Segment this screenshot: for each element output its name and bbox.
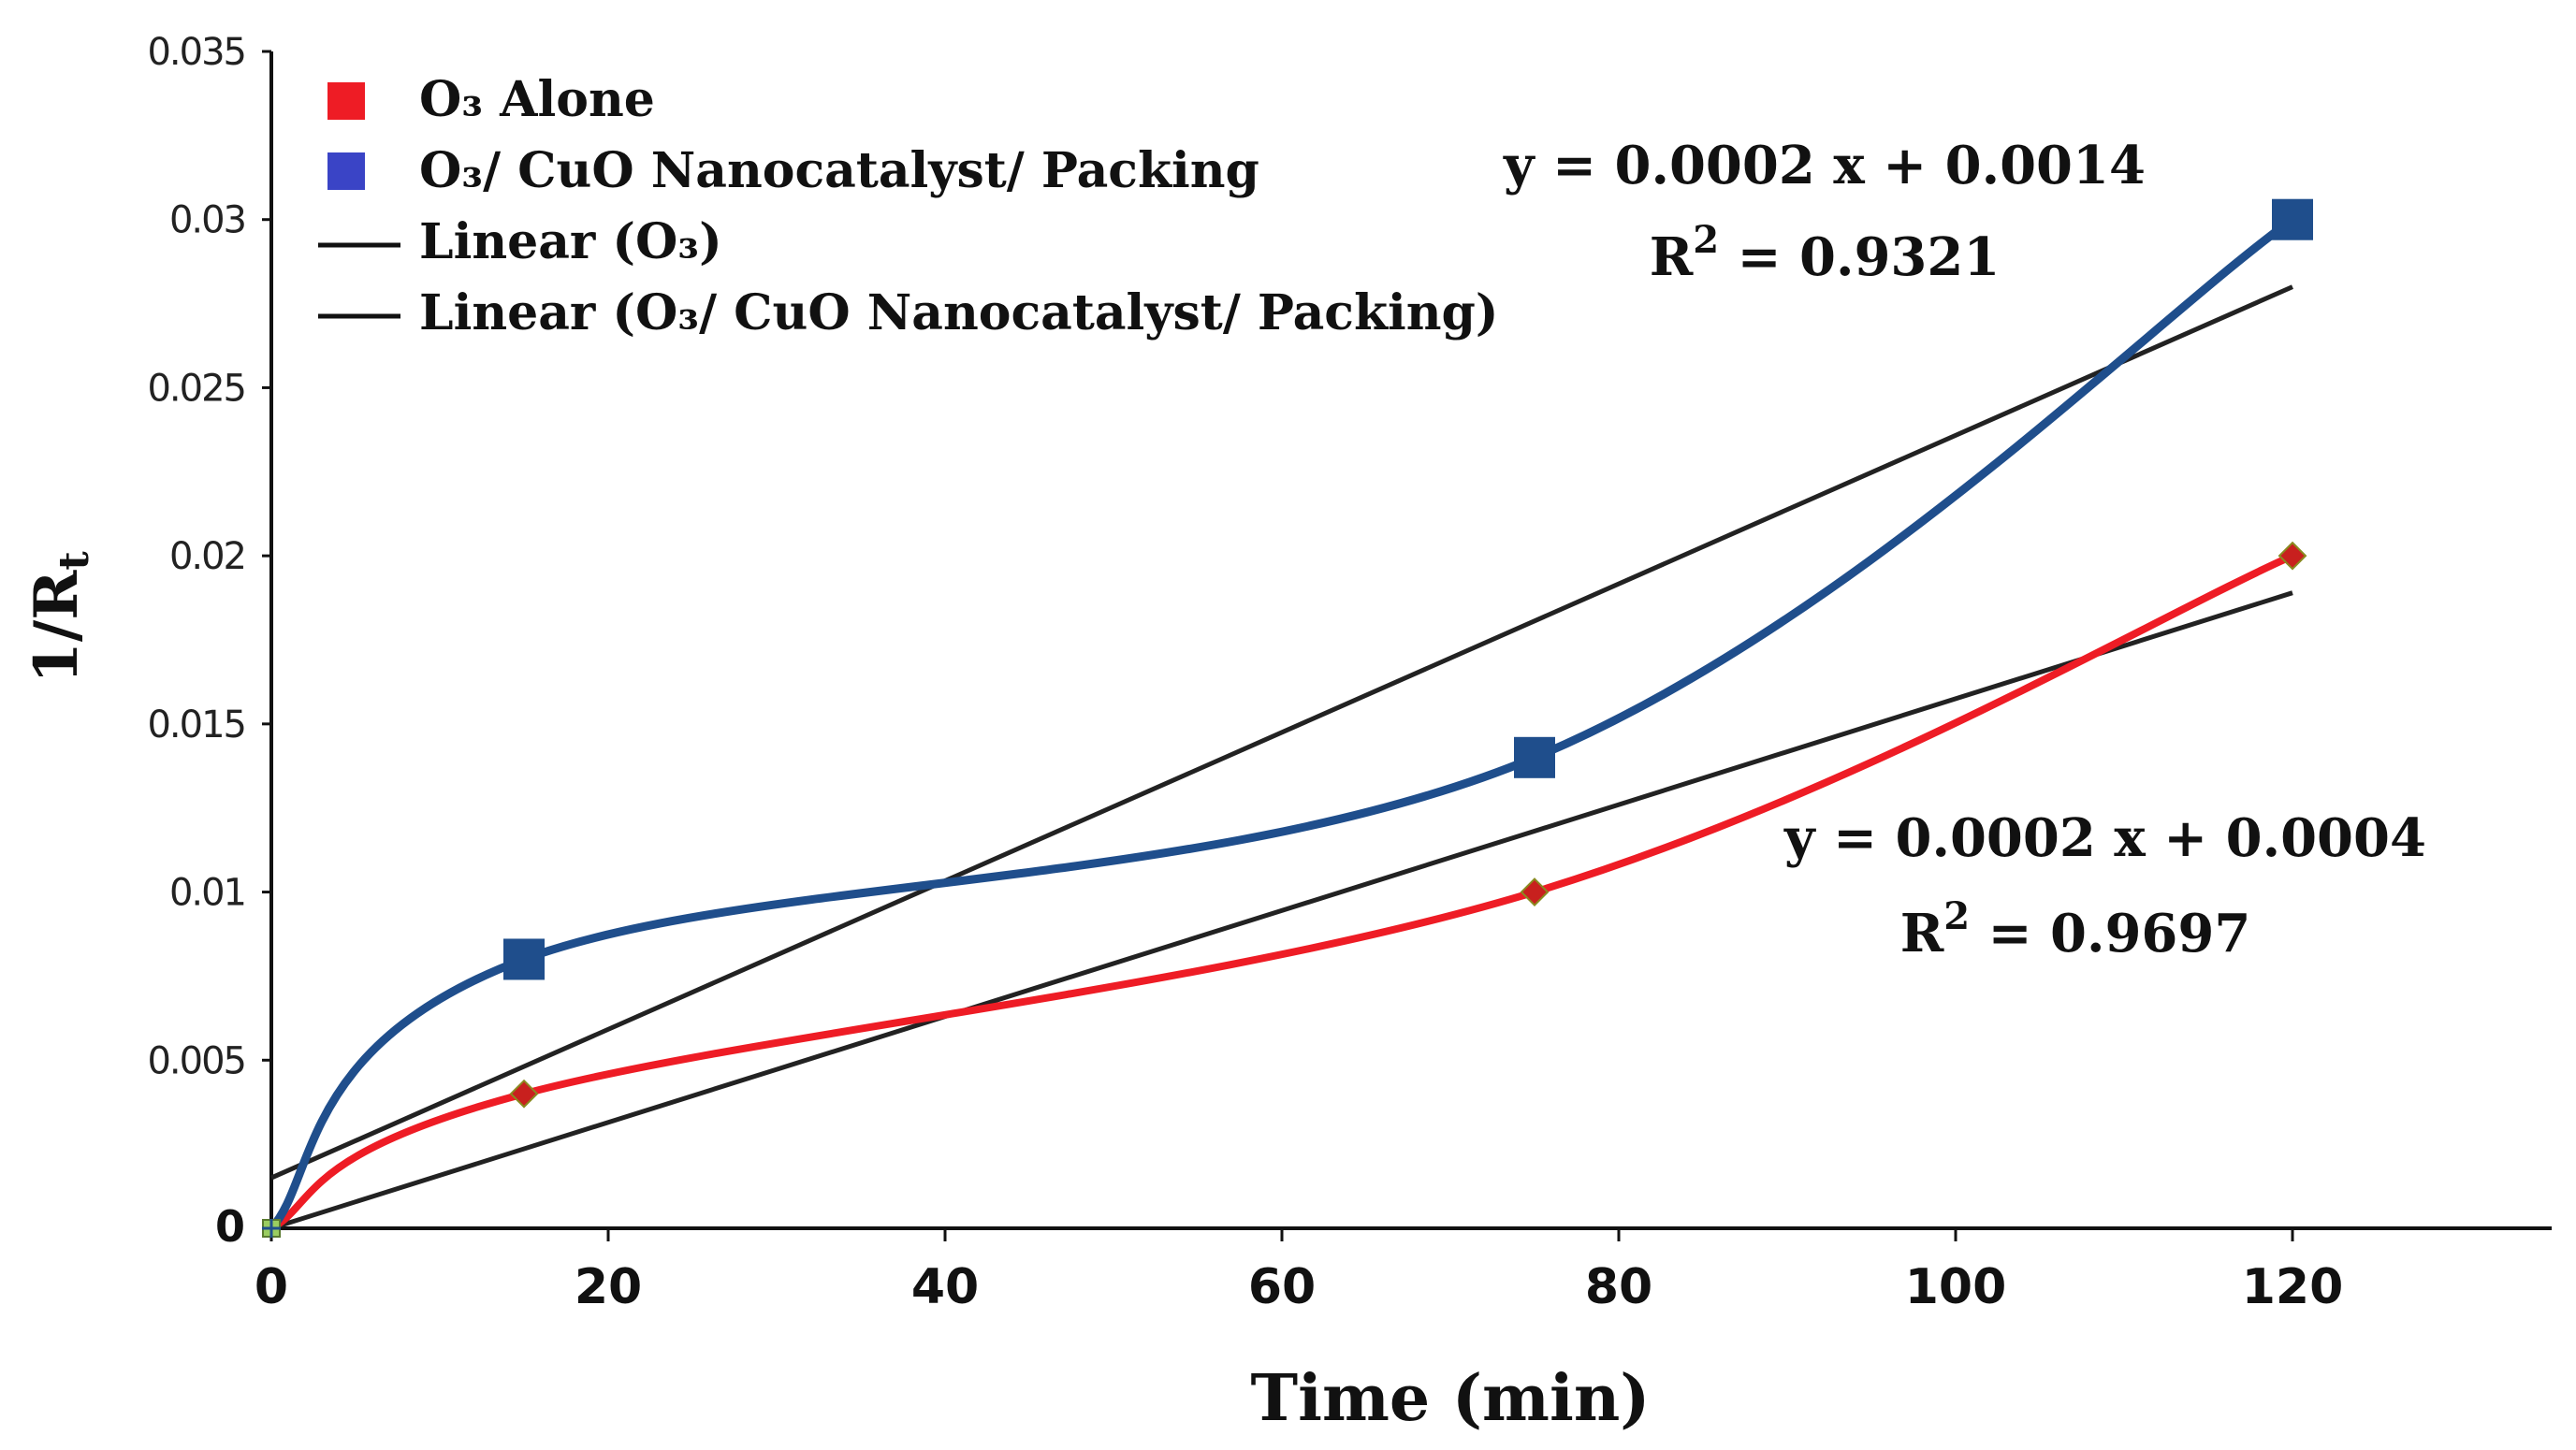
y-tick-label: 0.01 bbox=[169, 872, 245, 915]
x-axis-title: Time (min) bbox=[1251, 1361, 1651, 1436]
trendline-linear-o3-cuo bbox=[269, 284, 2294, 1181]
equation-upper: y = 0.0002 x + 0.0014 bbox=[1503, 135, 2146, 196]
trendline-linear-o3 bbox=[270, 590, 2293, 1231]
legend-label-linear-o3-cuo: Linear (O₃/ CuO Nanocatalyst/ Packing) bbox=[419, 284, 1499, 341]
x-tick-label: 100 bbox=[1905, 1259, 2007, 1315]
data-point-o3-alone bbox=[2278, 541, 2307, 571]
series-line-o3-cuo bbox=[267, 215, 2297, 1233]
y-tick-label: 0.025 bbox=[147, 367, 245, 410]
data-point-o3-cuo bbox=[2272, 198, 2313, 240]
r-squared-upper-r: R bbox=[1650, 226, 1694, 288]
equation-annotation-lower: y = 0.0002 x + 0.0004 R2 = 0.9697 bbox=[1783, 807, 2426, 964]
legend-swatch-o3-cuo bbox=[327, 152, 365, 190]
x-tick-label: 120 bbox=[2242, 1259, 2344, 1315]
y-tick-label: 0.015 bbox=[147, 703, 245, 747]
y-axis-title-main: 1/R bbox=[22, 570, 92, 684]
data-point-o3-alone bbox=[1520, 877, 1550, 906]
r-squared-lower: R2 = 0.9697 bbox=[1900, 894, 2251, 964]
data-markers bbox=[262, 198, 2313, 1238]
r-squared-upper: R2 = 0.9321 bbox=[1650, 218, 2001, 288]
r-squared-upper-sup: 2 bbox=[1693, 218, 1719, 262]
r-squared-lower-r: R bbox=[1900, 903, 1944, 964]
x-tick-label: 20 bbox=[575, 1259, 642, 1315]
legend-label-o3-cuo: O₃/ CuO Nanocatalyst/ Packing bbox=[419, 142, 1259, 199]
r-squared-lower-sup: 2 bbox=[1943, 894, 1970, 938]
axes bbox=[269, 51, 2552, 1230]
x-tick-labels: 0 20 40 60 80 100 120 bbox=[255, 1259, 2343, 1315]
y-tick-label: 0.035 bbox=[147, 31, 245, 74]
r-squared-lower-value: = 0.9697 bbox=[1970, 903, 2250, 964]
y-tick-label: 0.03 bbox=[169, 199, 245, 242]
data-point-o3-cuo bbox=[1514, 736, 1555, 778]
x-tick-label: 40 bbox=[911, 1259, 979, 1315]
equation-lower: y = 0.0002 x + 0.0004 bbox=[1783, 807, 2426, 869]
y-tick-label: 0.005 bbox=[147, 1039, 245, 1082]
y-tick-label: 0.02 bbox=[169, 535, 245, 578]
y-axis-title-subscript: t bbox=[51, 551, 98, 571]
y-axis-title: 1/Rt bbox=[22, 551, 98, 684]
x-tick-label: 60 bbox=[1248, 1259, 1316, 1315]
legend-label-o3-alone: O₃ Alone bbox=[419, 71, 655, 128]
legend-label-linear-o3: Linear (O₃) bbox=[419, 213, 722, 270]
y-tick-label: 0 bbox=[215, 1201, 245, 1252]
r-squared-upper-value: = 0.9321 bbox=[1719, 226, 2000, 288]
legend: O₃ Alone O₃/ CuO Nanocatalyst/ Packing L… bbox=[318, 71, 1499, 341]
tick-marks bbox=[262, 50, 2294, 1241]
x-tick-label: 0 bbox=[255, 1259, 288, 1315]
legend-swatch-o3-alone bbox=[327, 82, 365, 120]
equation-annotation-upper: y = 0.0002 x + 0.0014 R2 = 0.9321 bbox=[1503, 135, 2146, 288]
trendlines bbox=[269, 284, 2294, 1231]
data-point-o3-alone bbox=[509, 1079, 539, 1109]
series-line-o3-alone bbox=[268, 552, 2296, 1232]
y-tick-labels: 0 0.005 0.01 0.015 0.02 0.025 0.03 0.035 bbox=[147, 31, 247, 1252]
series-lines bbox=[267, 215, 2297, 1233]
x-tick-label: 80 bbox=[1585, 1259, 1652, 1315]
data-point-o3-cuo bbox=[503, 938, 545, 980]
